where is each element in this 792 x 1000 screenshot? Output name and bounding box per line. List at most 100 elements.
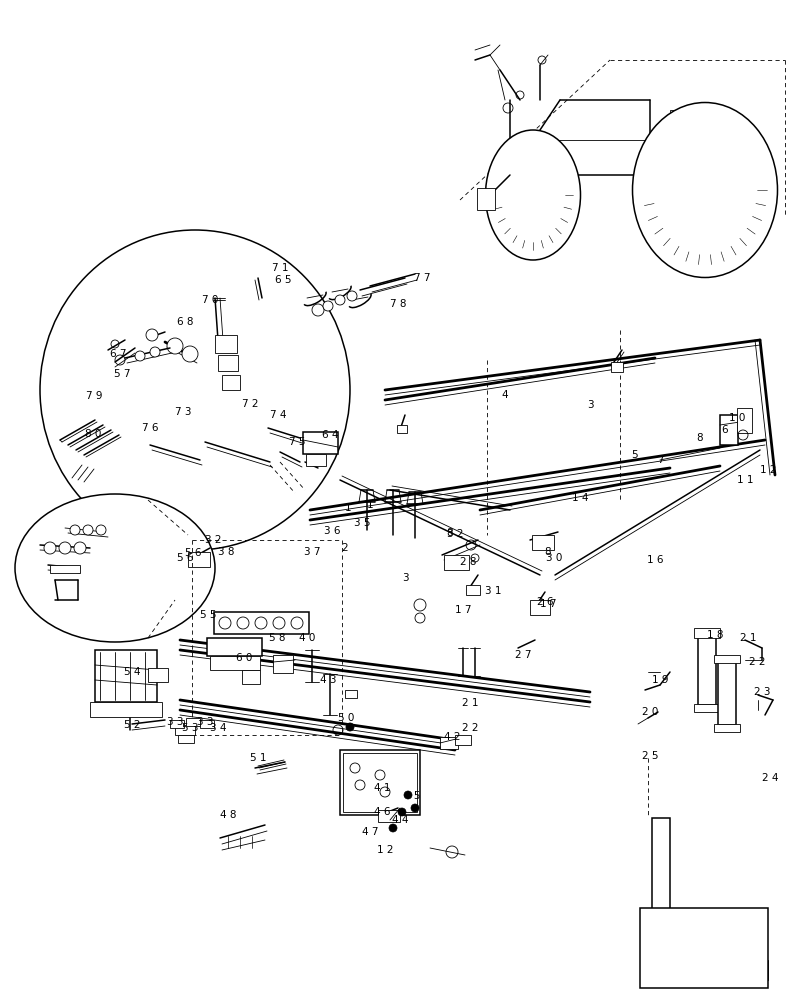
- Bar: [532, 535, 554, 550]
- Bar: [148, 668, 168, 682]
- Bar: [378, 810, 400, 822]
- Text: 3 5: 3 5: [354, 518, 370, 528]
- Bar: [640, 908, 768, 988]
- Text: 2 0: 2 0: [642, 707, 658, 717]
- Circle shape: [150, 347, 160, 357]
- Ellipse shape: [40, 230, 350, 550]
- Text: 1 2: 1 2: [377, 845, 394, 855]
- Polygon shape: [655, 930, 755, 970]
- Text: 6 8: 6 8: [177, 317, 193, 327]
- Text: 1 7: 1 7: [455, 605, 471, 615]
- Bar: [186, 718, 200, 726]
- Bar: [188, 552, 210, 567]
- Bar: [444, 555, 469, 570]
- Text: 4 5: 4 5: [404, 791, 421, 801]
- Text: 4 6: 4 6: [374, 807, 390, 817]
- Text: 5 6: 5 6: [185, 548, 201, 558]
- Bar: [95, 650, 157, 702]
- Text: 4 3: 4 3: [320, 675, 337, 685]
- Circle shape: [323, 301, 333, 311]
- Text: 2 7: 2 7: [515, 650, 531, 660]
- Text: 1 7: 1 7: [540, 599, 556, 609]
- Text: 4 2: 4 2: [444, 732, 460, 742]
- Bar: [397, 425, 407, 433]
- Text: 7: 7: [657, 455, 664, 465]
- Polygon shape: [648, 960, 768, 980]
- Circle shape: [146, 329, 158, 341]
- Circle shape: [59, 542, 71, 554]
- Text: 3: 3: [402, 573, 409, 583]
- Text: 3 2: 3 2: [205, 535, 221, 545]
- Circle shape: [74, 542, 86, 554]
- Text: 8: 8: [697, 433, 703, 443]
- Text: 1: 1: [367, 500, 373, 510]
- Text: 5 6: 5 6: [177, 553, 193, 563]
- Text: 6 4: 6 4: [322, 430, 338, 440]
- Bar: [242, 670, 260, 684]
- Text: 7 3: 7 3: [175, 407, 191, 417]
- Text: 6 5: 6 5: [275, 275, 291, 285]
- Text: 7 6: 7 6: [142, 423, 158, 433]
- Bar: [694, 704, 720, 712]
- Text: 5: 5: [632, 450, 638, 460]
- Circle shape: [182, 346, 198, 362]
- Text: 2 2: 2 2: [748, 657, 765, 667]
- Bar: [530, 600, 550, 615]
- Text: 4 1: 4 1: [374, 783, 390, 793]
- Text: 7 7: 7 7: [413, 273, 430, 283]
- Bar: [698, 633, 716, 705]
- Text: 3 0: 3 0: [546, 553, 562, 563]
- Text: 3 6: 3 6: [324, 526, 341, 536]
- Ellipse shape: [633, 103, 778, 277]
- Bar: [345, 690, 357, 698]
- Text: 4 0: 4 0: [299, 633, 315, 643]
- Bar: [466, 585, 480, 595]
- Bar: [303, 432, 338, 454]
- Text: 3 8: 3 8: [218, 547, 234, 557]
- Text: 6 0: 6 0: [236, 653, 252, 663]
- Text: 7 8: 7 8: [390, 299, 406, 309]
- Bar: [218, 355, 238, 371]
- Bar: [652, 818, 670, 923]
- Text: 5 4: 5 4: [124, 667, 140, 677]
- Bar: [214, 612, 309, 634]
- Bar: [611, 362, 623, 372]
- Bar: [440, 737, 458, 749]
- Text: 3 2: 3 2: [447, 529, 463, 539]
- Text: 7 1: 7 1: [272, 263, 288, 273]
- Text: 2 2: 2 2: [462, 723, 478, 733]
- Text: 1 6: 1 6: [647, 555, 663, 565]
- Circle shape: [96, 525, 106, 535]
- Text: 4 8: 4 8: [219, 810, 236, 820]
- Text: 3: 3: [587, 400, 593, 410]
- Text: 2: 2: [341, 543, 348, 553]
- Circle shape: [398, 808, 406, 816]
- Text: 1: 1: [345, 503, 352, 513]
- Text: 5 7: 5 7: [114, 369, 130, 379]
- Circle shape: [404, 791, 412, 799]
- Circle shape: [389, 824, 397, 832]
- Text: 3 1: 3 1: [485, 586, 501, 596]
- Bar: [455, 735, 471, 745]
- Bar: [170, 720, 184, 728]
- Bar: [273, 655, 293, 673]
- Text: 5 5: 5 5: [200, 610, 216, 620]
- Circle shape: [312, 304, 324, 316]
- Bar: [343, 753, 417, 812]
- Circle shape: [83, 525, 93, 535]
- Bar: [200, 720, 214, 728]
- Text: 3 7: 3 7: [304, 547, 320, 557]
- Bar: [714, 724, 740, 732]
- Text: 1 2: 1 2: [760, 465, 776, 475]
- Bar: [215, 335, 237, 353]
- Bar: [737, 408, 752, 433]
- Circle shape: [346, 723, 354, 731]
- Circle shape: [411, 804, 419, 812]
- Bar: [714, 655, 740, 663]
- Text: 1 1: 1 1: [737, 475, 753, 485]
- Text: 3 4: 3 4: [210, 723, 227, 733]
- Circle shape: [135, 351, 145, 361]
- Bar: [340, 750, 420, 815]
- Bar: [90, 702, 162, 717]
- Bar: [175, 725, 195, 735]
